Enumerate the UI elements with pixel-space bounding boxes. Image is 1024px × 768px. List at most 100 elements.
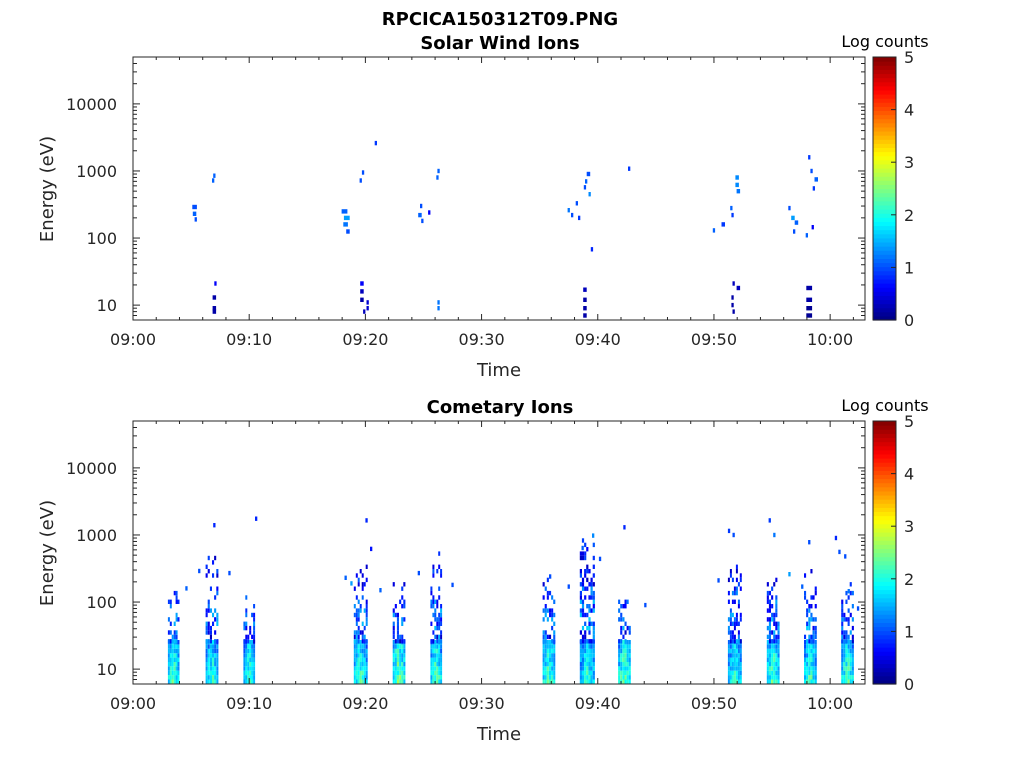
heatmap-cell — [249, 648, 252, 654]
heatmap-cell — [624, 621, 627, 626]
heatmap-cell — [396, 653, 399, 658]
heatmap-cell — [768, 657, 771, 662]
y-tick-label: 10 — [97, 296, 117, 315]
heatmap-cell — [247, 634, 250, 640]
heatmap-cell — [401, 644, 404, 649]
heatmap-cell — [584, 657, 587, 662]
heatmap-cell — [735, 621, 738, 626]
heatmap-cell — [622, 644, 625, 649]
x-tick-label: 09:20 — [342, 694, 388, 713]
heatmap-cell — [729, 661, 732, 667]
heatmap-cell — [438, 551, 441, 556]
heatmap-cell — [546, 577, 549, 583]
heatmap-cell — [766, 590, 769, 596]
heatmap-cell — [735, 182, 739, 188]
heatmap-cell — [731, 670, 734, 676]
heatmap-cell — [584, 653, 587, 658]
cometary-ticks: 09:00 09:10 09:20 09:30 09:40 09:50 10:00 10 100… — [66, 420, 865, 713]
heatmap-cell — [733, 639, 736, 644]
heatmap-cell — [727, 666, 730, 671]
heatmap-cell — [766, 595, 769, 600]
heatmap-cell — [392, 675, 395, 680]
heatmap-cell — [245, 648, 248, 654]
heatmap-cell — [542, 634, 545, 640]
heatmap-cell — [171, 639, 174, 644]
heatmap-cell — [549, 574, 552, 579]
heatmap-cell — [584, 675, 587, 680]
heatmap-cell — [851, 657, 854, 662]
heatmap-cell — [361, 621, 364, 626]
heatmap-cell — [731, 679, 734, 684]
heatmap-cell — [357, 661, 360, 667]
heatmap-cell — [592, 679, 595, 684]
heatmap-cell — [843, 666, 846, 671]
heatmap-cell — [586, 547, 589, 552]
heatmap-cell — [209, 653, 212, 658]
heatmap-cell — [841, 675, 844, 680]
heatmap-cell — [808, 679, 811, 684]
heatmap-cell — [207, 644, 210, 649]
heatmap-cell — [777, 657, 780, 662]
y-tick-label: 10000 — [66, 95, 117, 114]
heatmap-cell — [207, 661, 210, 667]
heatmap-cell — [355, 608, 358, 613]
heatmap-cell — [353, 679, 356, 684]
heatmap-cell — [401, 621, 404, 626]
heatmap-cell — [766, 582, 769, 587]
heatmap-cell — [811, 225, 814, 230]
heatmap-cell — [775, 666, 778, 671]
heatmap-cell — [592, 644, 595, 649]
heatmap-cell — [216, 653, 219, 658]
heatmap-cell — [581, 653, 585, 658]
heatmap-cell — [436, 661, 439, 667]
heatmap-cell — [768, 653, 771, 658]
heatmap-cell — [737, 639, 740, 644]
heatmap-cell — [618, 653, 621, 658]
heatmap-cell — [399, 670, 402, 676]
heatmap-cell — [588, 639, 591, 644]
heatmap-cell — [207, 604, 210, 609]
cometary-title: Cometary Ions — [427, 397, 574, 418]
heatmap-cell — [251, 634, 254, 640]
heatmap-cell — [773, 617, 776, 622]
heatmap-cell — [586, 586, 589, 591]
colorbar-tick-label: 0 — [904, 311, 914, 330]
heatmap-cell — [810, 675, 813, 680]
heatmap-cell — [247, 679, 250, 684]
heatmap-cell — [624, 661, 627, 667]
heatmap-cell — [775, 595, 778, 600]
heatmap-cell — [843, 617, 846, 622]
heatmap-cell — [365, 661, 368, 667]
heatmap-cell — [584, 612, 587, 618]
cometary-heatmap — [167, 516, 860, 684]
heatmap-cell — [251, 657, 254, 662]
x-tick-label: 10:00 — [807, 330, 853, 349]
heatmap-cell — [727, 625, 730, 631]
heatmap-cell — [777, 670, 780, 676]
heatmap-cell — [207, 648, 210, 654]
heatmap-cell — [777, 625, 780, 631]
heatmap-cell — [177, 666, 180, 671]
heatmap-cell — [588, 621, 591, 626]
heatmap-cell — [379, 588, 382, 593]
heatmap-cell — [581, 555, 585, 561]
heatmap-cell — [212, 670, 215, 676]
heatmap-cell — [847, 648, 850, 654]
heatmap-cell — [849, 670, 852, 676]
heatmap-cell — [806, 285, 813, 291]
heatmap-cell — [245, 634, 248, 640]
heatmap-cell — [544, 670, 547, 676]
heatmap-cell — [363, 653, 366, 658]
heatmap-cell — [729, 653, 732, 658]
heatmap-cell — [812, 661, 815, 667]
heatmap-cell — [581, 657, 585, 662]
heatmap-cell — [727, 640, 730, 645]
heatmap-cell — [214, 281, 217, 286]
heatmap-cell — [581, 538, 585, 543]
heatmap-cell — [205, 648, 208, 654]
heatmap-cell — [804, 634, 807, 640]
heatmap-cell — [766, 634, 769, 640]
heatmap-cell — [430, 657, 433, 662]
heatmap-cell — [731, 295, 734, 300]
heatmap-cell — [712, 228, 716, 233]
